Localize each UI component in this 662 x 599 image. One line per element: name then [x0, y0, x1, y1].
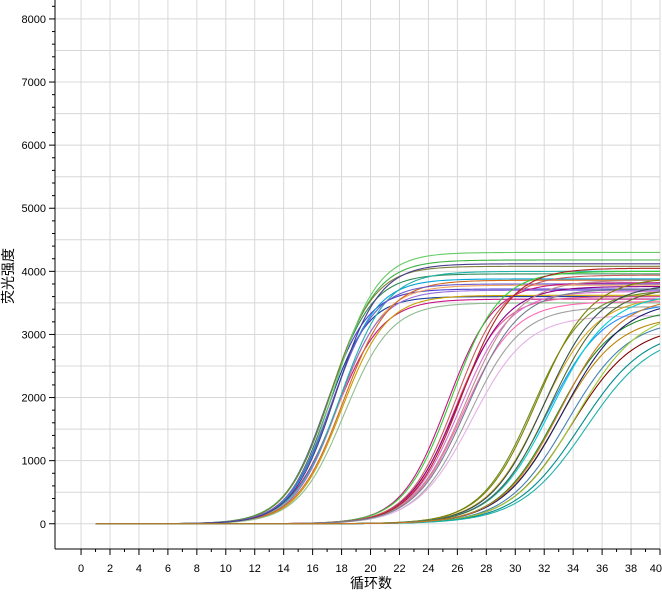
y-tick-label: 7000 — [22, 77, 46, 89]
x-tick-label: 2 — [107, 563, 113, 575]
x-tick-label: 28 — [480, 563, 492, 575]
curve-layer — [95, 251, 661, 525]
y-tick-label: 5000 — [22, 203, 46, 215]
x-tick-label: 4 — [136, 563, 142, 575]
x-tick-label: 32 — [538, 563, 550, 575]
x-tick-label: 36 — [596, 563, 608, 575]
x-tick-label: 22 — [393, 563, 405, 575]
x-tick-label: 24 — [422, 563, 434, 575]
x-tick-label: 18 — [335, 563, 347, 575]
x-tick-label: 30 — [509, 563, 521, 575]
y-tick-label: 6000 — [22, 140, 46, 152]
y-tick-label: 3000 — [22, 329, 46, 341]
x-axis-title: 循环数 — [350, 575, 392, 591]
x-tick-label: 14 — [278, 563, 290, 575]
y-axis-title: 荧光强度 — [0, 248, 16, 304]
amplification-curve — [95, 303, 661, 525]
x-tick-label: 8 — [194, 563, 200, 575]
x-tick-label: 20 — [364, 563, 376, 575]
x-tick-label: 0 — [78, 563, 84, 575]
y-tick-label: 0 — [40, 519, 46, 531]
x-tick-label: 26 — [451, 563, 463, 575]
x-tick-label: 34 — [567, 563, 579, 575]
y-tick-label: 4000 — [22, 266, 46, 278]
x-tick-label: 6 — [165, 563, 171, 575]
y-tick-label: 8000 — [22, 14, 46, 26]
y-tick-label: 2000 — [22, 393, 46, 405]
y-tick-label: 1000 — [22, 456, 46, 468]
x-tick-label: 40 — [650, 563, 662, 575]
x-tick-label: 38 — [625, 563, 637, 575]
x-tick-label: 12 — [249, 563, 261, 575]
x-tick-label: 16 — [307, 563, 319, 575]
x-tick-label: 10 — [220, 563, 232, 575]
